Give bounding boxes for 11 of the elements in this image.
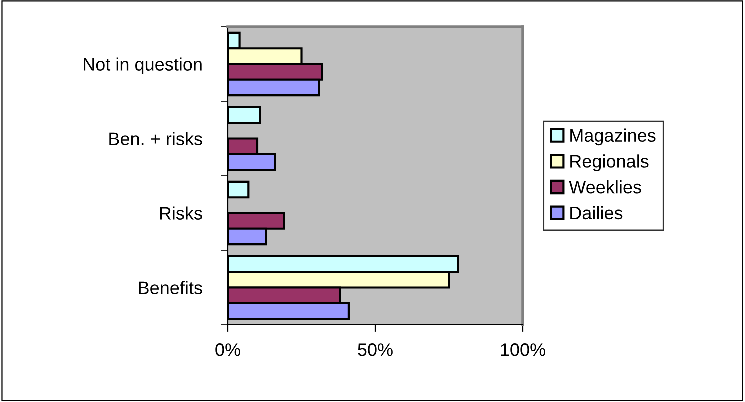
y-tick-label: Ben. + risks xyxy=(110,132,202,146)
legend-label: Regionals xyxy=(570,154,649,172)
y-tick-label: Benefits xyxy=(139,281,202,294)
y-tick-label: Risks xyxy=(160,206,202,220)
x-tick-label: 0% xyxy=(216,344,240,356)
legend-label: Magazines xyxy=(570,128,656,146)
y-tick-label: Not in question xyxy=(84,58,202,75)
x-tick-label: 50% xyxy=(358,344,393,356)
legend-label: Dailies xyxy=(570,206,623,220)
x-tick-label: 100% xyxy=(501,344,546,356)
legend-label: Weeklies xyxy=(569,180,642,194)
